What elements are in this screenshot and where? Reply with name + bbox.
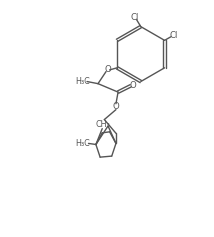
Text: CH₃: CH₃ bbox=[96, 120, 111, 129]
Text: O: O bbox=[104, 65, 111, 74]
Text: Cl: Cl bbox=[130, 13, 139, 22]
Text: H₃C: H₃C bbox=[75, 77, 89, 86]
Text: O: O bbox=[113, 102, 119, 111]
Text: Cl: Cl bbox=[170, 31, 178, 40]
Text: O: O bbox=[130, 81, 137, 90]
Text: H₃C: H₃C bbox=[75, 139, 89, 148]
